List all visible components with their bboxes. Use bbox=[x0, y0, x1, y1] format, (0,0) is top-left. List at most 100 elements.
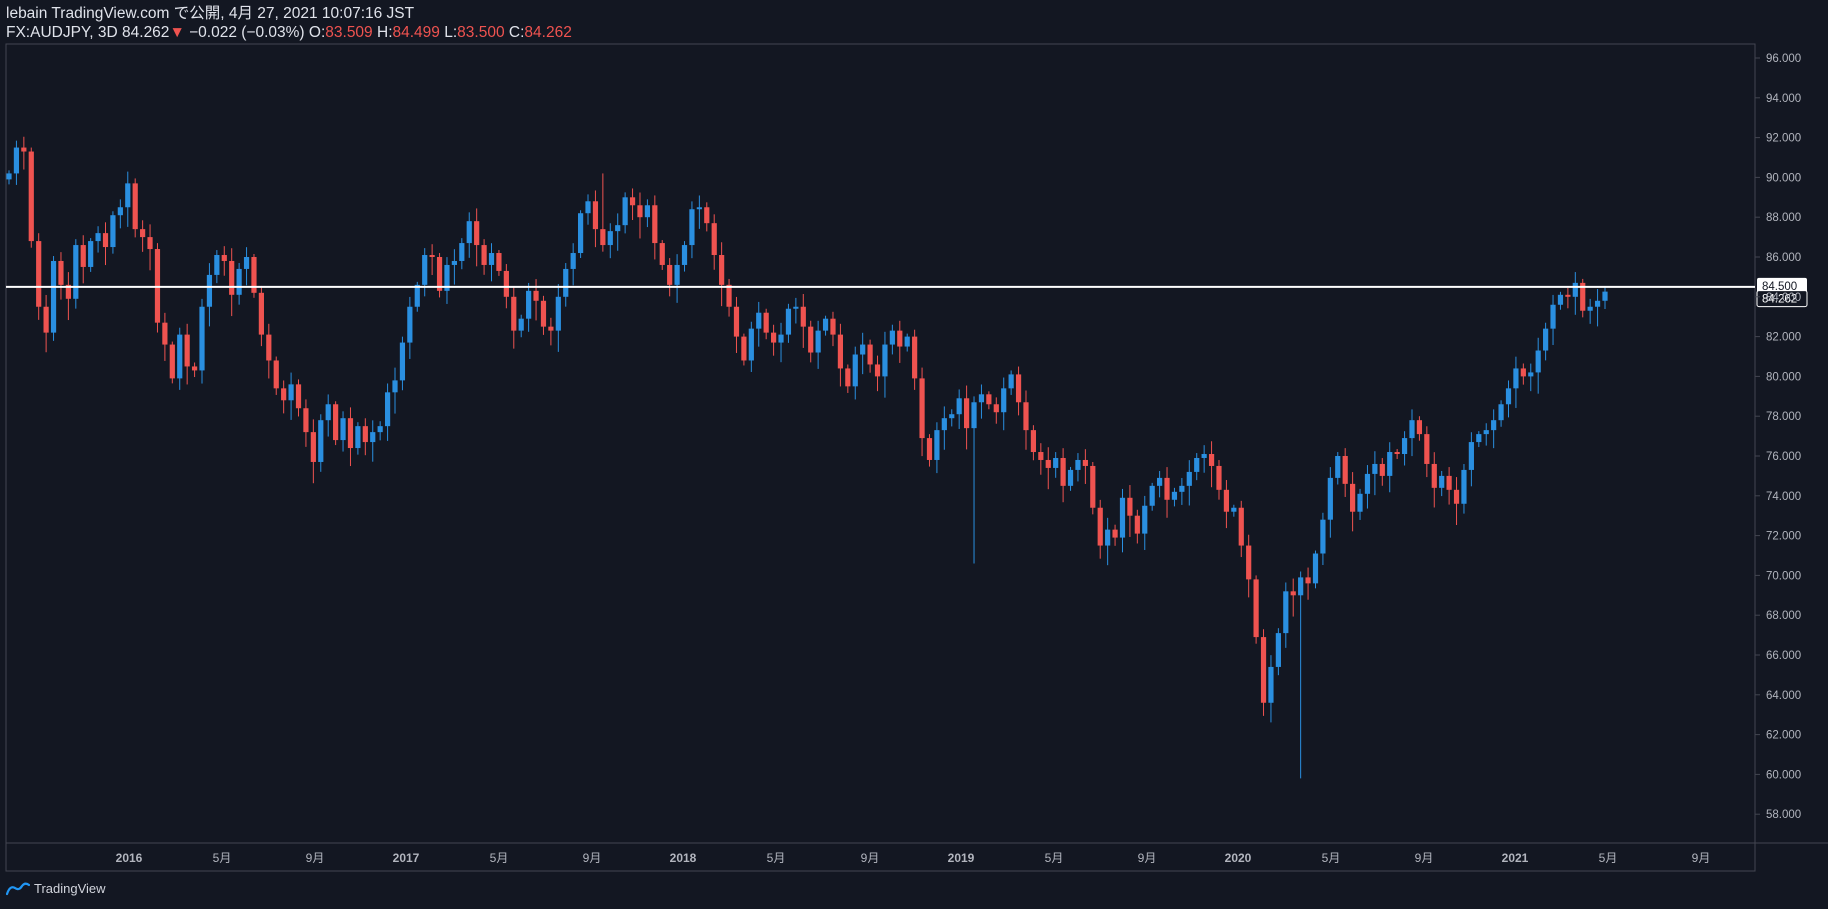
candle-body-down bbox=[1112, 529, 1118, 538]
candle-body-down bbox=[1424, 434, 1430, 464]
candle-body-up bbox=[13, 147, 20, 174]
publish-info: lebain TradingView.com で公開, 4月 27, 2021 … bbox=[6, 5, 415, 22]
candle-body-up bbox=[422, 255, 428, 285]
time-axis[interactable]: 2016 5月 9月 2017 5月 9月 2018 5月 9月 2019 5月 9月 2020 5月 9月… bbox=[116, 851, 1711, 865]
candle-body-up bbox=[1528, 372, 1534, 377]
candle-body-up bbox=[288, 384, 294, 401]
candle-body-down bbox=[548, 326, 554, 331]
candle-body-up bbox=[1409, 420, 1415, 439]
time-tick-label: 2018 bbox=[670, 851, 697, 865]
candle-body-down bbox=[1216, 465, 1222, 490]
ohlc-legend: FX:AUDJPY, 3D 84.262▼ −0.022 (−0.03%) O:… bbox=[6, 23, 572, 42]
price-tick-label: 68.000 bbox=[1766, 610, 1801, 622]
candle-body-up bbox=[577, 213, 584, 254]
candle-body-up bbox=[177, 334, 183, 379]
candles-group bbox=[6, 136, 1608, 779]
candle-body-down bbox=[36, 241, 42, 307]
candle-body-down bbox=[993, 404, 999, 413]
candle-body-down bbox=[652, 205, 658, 244]
candle-body-up bbox=[1602, 291, 1608, 301]
candle-body-down bbox=[132, 183, 138, 230]
time-tick-label: 9月 bbox=[1138, 851, 1157, 865]
last-price-label: 84.262 bbox=[1762, 294, 1797, 306]
close-label: C: bbox=[508, 24, 525, 41]
candle-body-up bbox=[1171, 491, 1178, 500]
price-axis[interactable]: 96.000 94.000 92.000 90.000 88.000 86.000 84.0… bbox=[1755, 53, 1801, 821]
time-tick-label: 2021 bbox=[1502, 851, 1529, 865]
candle-body-down bbox=[1097, 507, 1103, 546]
candle-body-up bbox=[1387, 452, 1393, 476]
candle-body-down bbox=[726, 284, 732, 307]
candle-body-up bbox=[318, 420, 324, 462]
close-value: 84.262 bbox=[524, 24, 572, 41]
chart-header: lebain TradingView.com で公開, 4月 27, 2021 … bbox=[6, 4, 572, 42]
tradingview-logo[interactable]: TradingView bbox=[6, 881, 106, 896]
candle-body-down bbox=[28, 151, 34, 242]
candle-body-down bbox=[1431, 463, 1437, 488]
candle-body-up bbox=[1275, 633, 1281, 667]
candle-body-down bbox=[845, 368, 851, 387]
time-tick-label: 5月 bbox=[1599, 851, 1618, 865]
candle-body-up bbox=[384, 392, 391, 427]
candle-body-up bbox=[370, 432, 376, 443]
candle-body-up bbox=[1119, 497, 1126, 538]
candle-body-down bbox=[1090, 465, 1096, 508]
candle-body-up bbox=[971, 402, 977, 429]
time-tick-label: 9月 bbox=[583, 851, 602, 865]
candle-body-up bbox=[696, 207, 702, 210]
candle-body-up bbox=[1157, 477, 1163, 486]
high-label: H: bbox=[377, 24, 393, 41]
candle-body-up bbox=[778, 334, 784, 343]
price-tick-label: 66.000 bbox=[1766, 650, 1801, 662]
candle-body-down bbox=[80, 245, 86, 267]
candle-body-down bbox=[897, 330, 903, 347]
candle-body-down bbox=[964, 398, 970, 429]
time-tick-label: 2020 bbox=[1225, 851, 1252, 865]
candle-body-up bbox=[1231, 507, 1237, 512]
last-price: 84.262 bbox=[122, 24, 170, 41]
candle-body-up bbox=[459, 243, 465, 261]
candle-body-down bbox=[1253, 579, 1259, 638]
price-tick-label: 92.000 bbox=[1766, 133, 1801, 145]
price-tick-label: 60.000 bbox=[1766, 769, 1801, 781]
candle-body-up bbox=[1105, 529, 1111, 546]
candle-body-up bbox=[117, 207, 123, 216]
candle-body-down bbox=[310, 432, 316, 462]
candle-body-down bbox=[1223, 489, 1230, 512]
time-tick-label: 5月 bbox=[213, 851, 232, 865]
candle-body-up bbox=[644, 205, 650, 218]
candle-body-up bbox=[785, 308, 792, 335]
symbol-label[interactable]: FX:AUDJPY, 3D bbox=[6, 24, 118, 41]
candle-body-down bbox=[1127, 497, 1133, 516]
candle-body-up bbox=[1505, 388, 1512, 405]
candle-body-down bbox=[808, 326, 814, 353]
price-tick-label: 72.000 bbox=[1766, 531, 1801, 543]
candle-body-down bbox=[43, 306, 49, 333]
candle-body-up bbox=[340, 418, 346, 441]
candle-body-down bbox=[926, 438, 933, 460]
candle-body-up bbox=[622, 197, 628, 226]
candle-body-up bbox=[563, 268, 569, 297]
candle-body-up bbox=[941, 418, 947, 431]
candle-body-up bbox=[1572, 282, 1578, 297]
candle-body-up bbox=[414, 284, 420, 307]
candle-body-up bbox=[355, 426, 361, 449]
candle-body-down bbox=[1030, 430, 1037, 453]
candle-body-down bbox=[1238, 507, 1244, 546]
candle-body-up bbox=[88, 241, 94, 267]
candle-body-down bbox=[837, 334, 844, 369]
candle-body-down bbox=[333, 404, 339, 441]
low-value: 83.500 bbox=[457, 24, 505, 41]
candle-body-up bbox=[1067, 469, 1074, 486]
candle-body-down bbox=[919, 378, 925, 439]
candle-body-up bbox=[1320, 519, 1326, 554]
price-tick-label: 78.000 bbox=[1766, 411, 1801, 423]
candle-body-down bbox=[65, 284, 71, 299]
candle-body-down bbox=[763, 312, 769, 333]
candle-body-down bbox=[295, 384, 302, 409]
candle-body-up bbox=[1535, 350, 1541, 373]
low-label: L: bbox=[444, 24, 458, 41]
candle-body-down bbox=[1446, 475, 1452, 490]
